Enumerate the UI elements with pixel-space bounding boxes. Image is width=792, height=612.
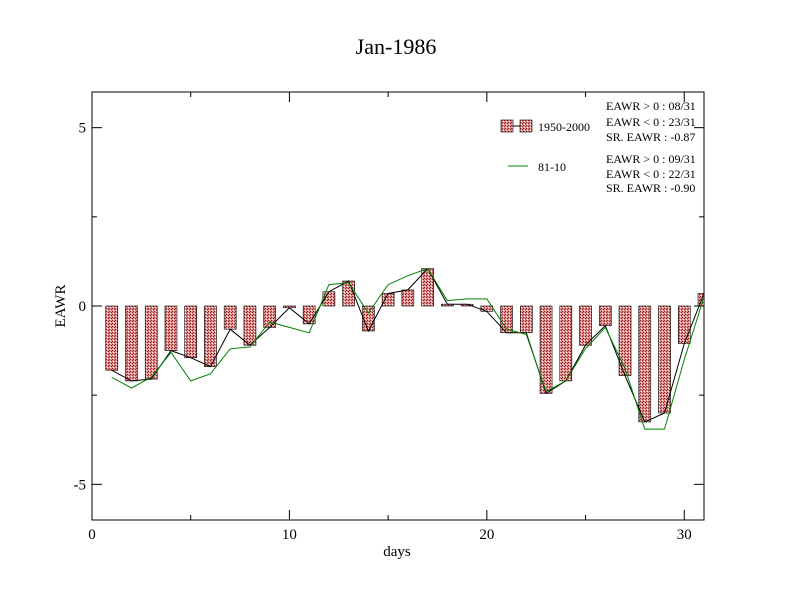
legend-label-1950-2000: 1950-2000 — [538, 120, 590, 134]
series-line-81-10 — [111, 267, 704, 430]
lines — [111, 267, 704, 430]
bar — [223, 305, 237, 330]
bar — [362, 305, 375, 332]
y-tick-label: 5 — [79, 121, 87, 137]
bar — [204, 305, 217, 367]
legend-stat: EAWR < 0 : 22/31 — [606, 167, 696, 181]
legend-label-81-10: 81-10 — [538, 160, 566, 174]
bar — [144, 305, 158, 380]
bar — [598, 305, 612, 326]
bar — [243, 305, 257, 346]
y-tick-label: 0 — [79, 299, 87, 315]
bar — [184, 305, 198, 359]
bar — [381, 293, 395, 307]
x-tick-label: 0 — [88, 527, 96, 543]
series-line-1950-2000 — [111, 267, 704, 423]
legend-swatch-1950-2000 — [500, 119, 514, 133]
bar — [480, 305, 494, 312]
bar — [677, 305, 691, 344]
bar — [342, 280, 355, 307]
x-tick-label: 20 — [479, 527, 494, 543]
bar — [125, 305, 138, 382]
legend-stat: SR. EAWR : -0.87 — [606, 130, 695, 144]
bar — [579, 305, 592, 346]
y-axis-label: EAWR — [53, 285, 69, 328]
bar — [105, 305, 119, 371]
bar — [263, 305, 276, 328]
legend-stat: EAWR > 0 : 08/31 — [606, 99, 696, 113]
bars — [105, 268, 704, 423]
legend: 1950-2000 EAWR > 0 : 08/31 EAWR < 0 : 23… — [500, 99, 696, 195]
chart-title: Jan-1986 — [356, 34, 437, 59]
x-tick-label: 30 — [677, 527, 692, 543]
bar — [520, 305, 533, 334]
x-axis-label: days — [383, 544, 411, 560]
axis-ticks: 0 10 20 30 5 0 -5 — [74, 92, 704, 543]
y-tick-label: -5 — [74, 477, 87, 493]
legend-stat: EAWR > 0 : 09/31 — [606, 152, 696, 166]
bar — [421, 268, 434, 307]
bar — [638, 305, 652, 423]
legend-stat: SR. EAWR : -0.90 — [606, 181, 695, 195]
legend-stat: EAWR < 0 : 23/31 — [606, 115, 696, 129]
legend-swatch-1950-2000-b — [519, 119, 533, 133]
bar — [164, 305, 178, 351]
x-tick-label: 10 — [282, 527, 297, 543]
bar — [401, 289, 415, 307]
bar — [559, 305, 573, 382]
bar — [302, 305, 316, 325]
